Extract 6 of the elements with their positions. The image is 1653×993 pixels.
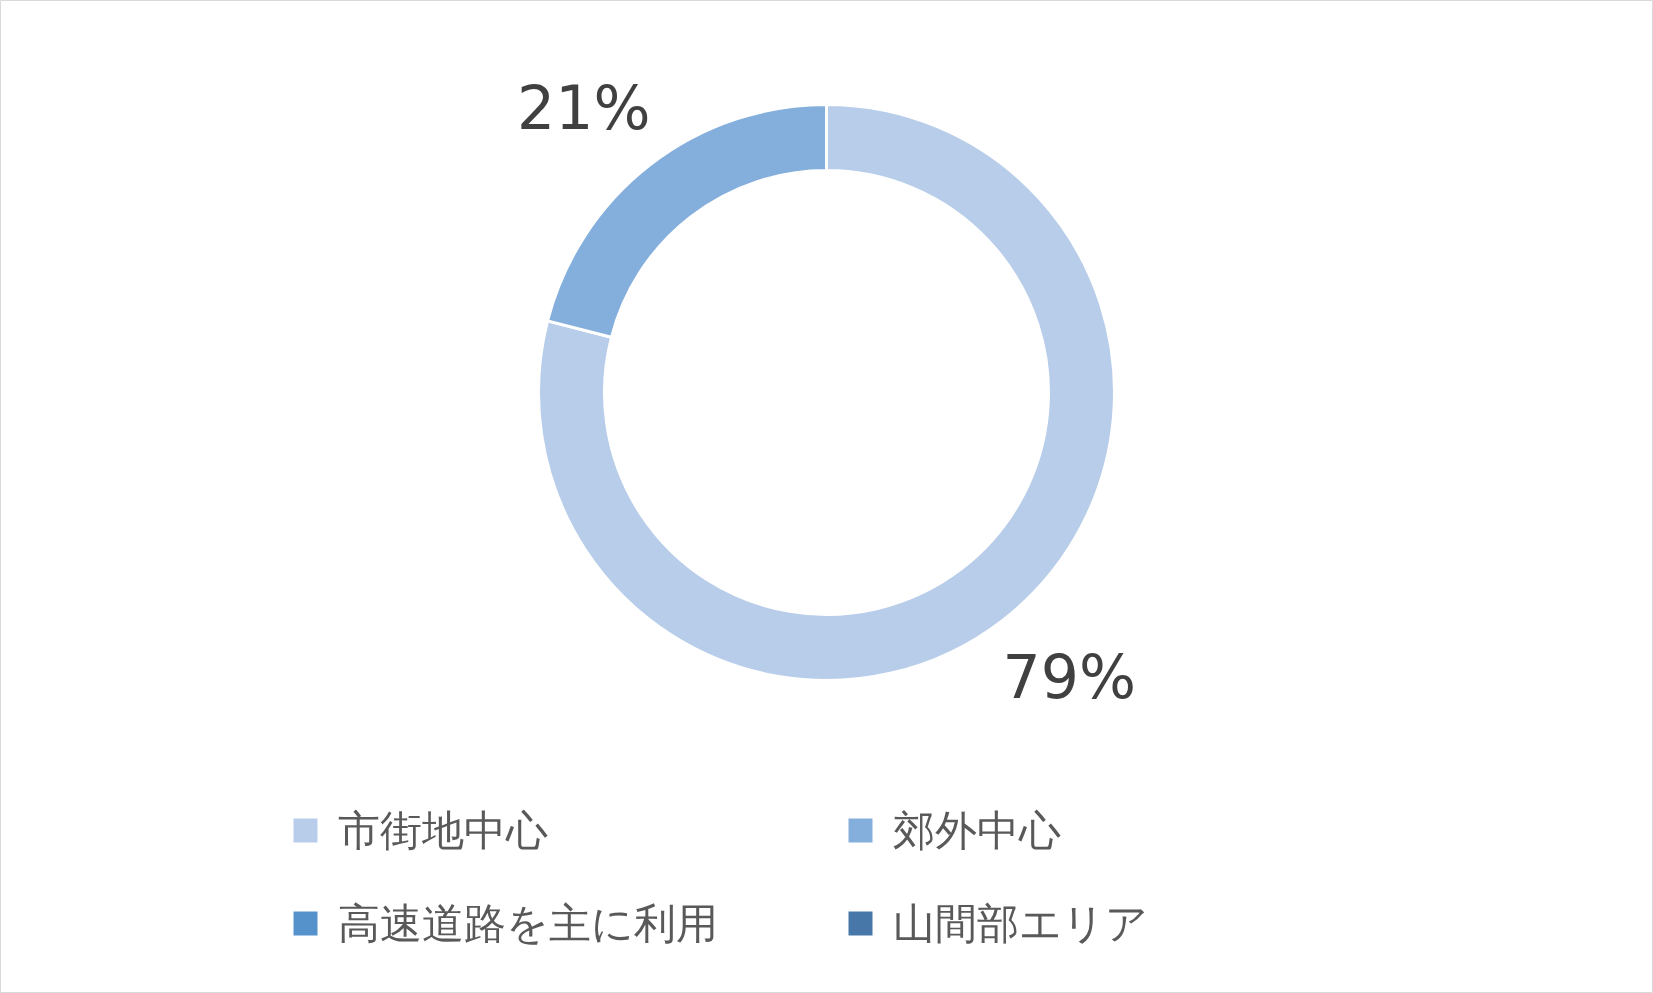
legend-label: 郊外中心 <box>892 806 1061 855</box>
legend-label: 高速道路を主に利用 <box>337 899 718 948</box>
legend-label: 市街地中心 <box>337 806 548 855</box>
data-label: 79% <box>1002 641 1136 712</box>
data-label: 21% <box>517 73 651 144</box>
legend-label: 山間部エリア <box>892 899 1148 948</box>
